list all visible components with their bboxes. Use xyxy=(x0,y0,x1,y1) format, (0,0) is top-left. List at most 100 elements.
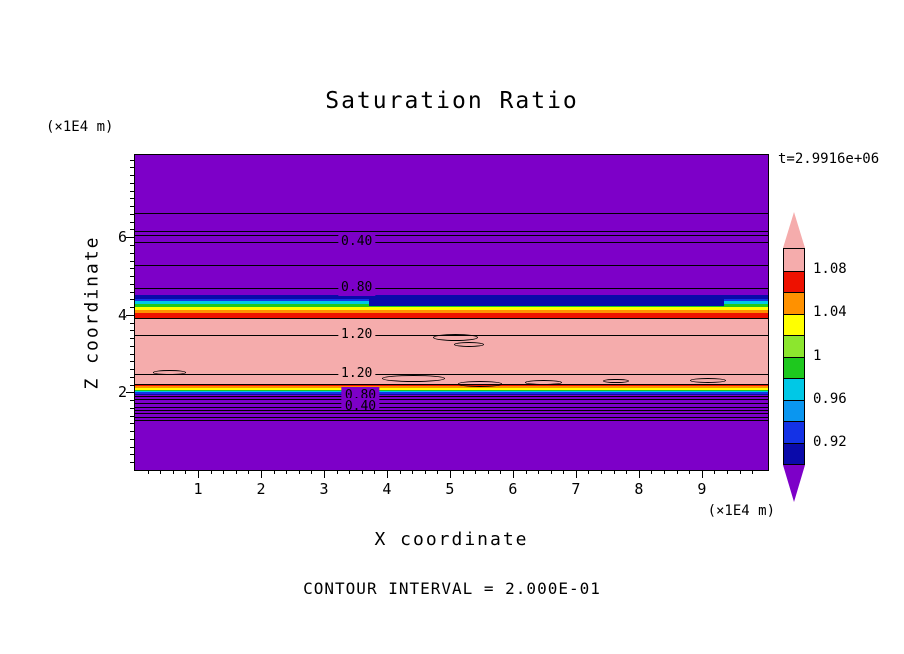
x-minor-tick xyxy=(563,470,565,474)
x-tick-label: 6 xyxy=(508,480,518,498)
x-minor-tick xyxy=(172,470,174,474)
x-axis-label: X coordinate xyxy=(374,529,529,550)
colorbar-segment xyxy=(784,270,804,292)
x-minor-tick xyxy=(601,470,603,474)
z-tick-label: 6 xyxy=(117,228,127,247)
x-minor-tick xyxy=(185,470,187,474)
contour-band xyxy=(135,388,768,390)
x-minor-tick xyxy=(399,470,401,474)
contour-label: 0.80 xyxy=(338,279,376,297)
x-minor-tick xyxy=(626,470,628,474)
x-major-tick xyxy=(197,470,199,478)
x-minor-tick xyxy=(336,470,338,474)
colorbar-arrow-up xyxy=(783,212,805,248)
x-minor-tick xyxy=(487,470,489,474)
colorbar-label: 0.96 xyxy=(813,390,847,407)
contour-line xyxy=(135,399,768,400)
contour-line xyxy=(135,265,768,267)
x-minor-tick xyxy=(210,470,212,474)
z-tick-label: 4 xyxy=(117,305,127,324)
contour-band xyxy=(135,393,768,395)
z-minor-tick xyxy=(130,291,134,293)
contour-line xyxy=(135,234,768,236)
x-minor-tick xyxy=(147,470,149,474)
x-minor-tick xyxy=(689,470,691,474)
contour-band xyxy=(135,389,768,392)
contour-label: 1.20 xyxy=(338,326,376,343)
x-minor-tick xyxy=(739,470,741,474)
x-minor-tick xyxy=(248,470,250,474)
colorbar-label: 0.92 xyxy=(813,434,847,451)
contour-label: 1.20 xyxy=(338,365,376,383)
x-minor-tick xyxy=(525,470,527,474)
x-tick-label: 1 xyxy=(193,480,203,498)
x-major-tick xyxy=(323,470,325,478)
contour-band xyxy=(135,386,768,389)
z-minor-tick xyxy=(130,307,134,309)
contour-band xyxy=(135,295,768,299)
colorbar-segment xyxy=(784,356,804,378)
closed-contour xyxy=(432,333,478,341)
x-minor-tick xyxy=(676,470,678,474)
z-axis-unit: (×1E4 m) xyxy=(46,119,114,135)
contour-line xyxy=(135,288,768,290)
x-minor-tick xyxy=(298,470,300,474)
z-minor-tick xyxy=(130,213,134,215)
colorbar-segment xyxy=(784,442,804,464)
contour-band xyxy=(135,391,768,393)
x-minor-tick xyxy=(664,470,666,474)
contour-line xyxy=(135,416,768,418)
x-tick-label: 2 xyxy=(256,480,266,498)
contour-band xyxy=(135,317,768,384)
z-minor-tick xyxy=(130,423,134,425)
x-tick-label: 3 xyxy=(319,480,329,498)
colorbar-label: 1.08 xyxy=(813,260,847,277)
z-minor-tick xyxy=(130,283,134,285)
x-minor-tick xyxy=(538,470,540,474)
z-minor-tick xyxy=(130,182,134,184)
contour-line xyxy=(135,231,768,233)
colorbar-segment xyxy=(784,313,804,335)
x-major-tick xyxy=(638,470,640,478)
x-tick-label: 4 xyxy=(382,480,392,498)
x-minor-tick xyxy=(462,470,464,474)
closed-contour xyxy=(603,378,629,384)
x-minor-tick xyxy=(475,470,477,474)
x-minor-tick xyxy=(550,470,552,474)
contour-interval-note: CONTOUR INTERVAL = 2.000E-01 xyxy=(303,579,601,598)
contour-band xyxy=(135,392,768,394)
x-major-tick xyxy=(575,470,577,478)
z-minor-tick xyxy=(130,322,134,324)
contour-line xyxy=(135,406,768,408)
contour-label: 0.40 xyxy=(338,232,376,250)
z-minor-tick xyxy=(130,299,134,301)
colorbar-segment xyxy=(784,292,804,314)
z-minor-tick xyxy=(130,438,134,440)
contour-line xyxy=(135,241,768,243)
time-annotation: t=2.9916e+06 xyxy=(778,151,880,167)
closed-contour xyxy=(381,375,446,383)
contour-line xyxy=(135,419,768,421)
x-minor-tick xyxy=(223,470,225,474)
z-minor-tick xyxy=(130,190,134,192)
contour-line xyxy=(135,317,768,319)
colorbar-arrow-down xyxy=(783,465,805,502)
z-minor-tick xyxy=(130,431,134,433)
closed-contour xyxy=(457,381,503,387)
x-tick-label: 8 xyxy=(634,480,644,498)
z-minor-tick xyxy=(130,268,134,270)
x-major-tick xyxy=(449,470,451,478)
contour-band xyxy=(135,309,768,313)
x-minor-tick xyxy=(235,470,237,474)
z-minor-tick xyxy=(130,276,134,278)
x-minor-tick xyxy=(349,470,351,474)
contour-line xyxy=(135,213,768,215)
contour-band-patch xyxy=(369,299,724,307)
x-minor-tick xyxy=(286,470,288,474)
contour-line xyxy=(135,409,768,411)
z-minor-tick xyxy=(130,330,134,332)
z-minor-tick xyxy=(130,361,134,363)
plot-area: 0.40 0.80 1.20 1.20 0.80 0.40 1 2 3 4 5 6 7 8 9 2 4 6 xyxy=(118,154,769,498)
chart-title: Saturation Ratio xyxy=(325,88,579,114)
z-minor-tick xyxy=(130,198,134,200)
